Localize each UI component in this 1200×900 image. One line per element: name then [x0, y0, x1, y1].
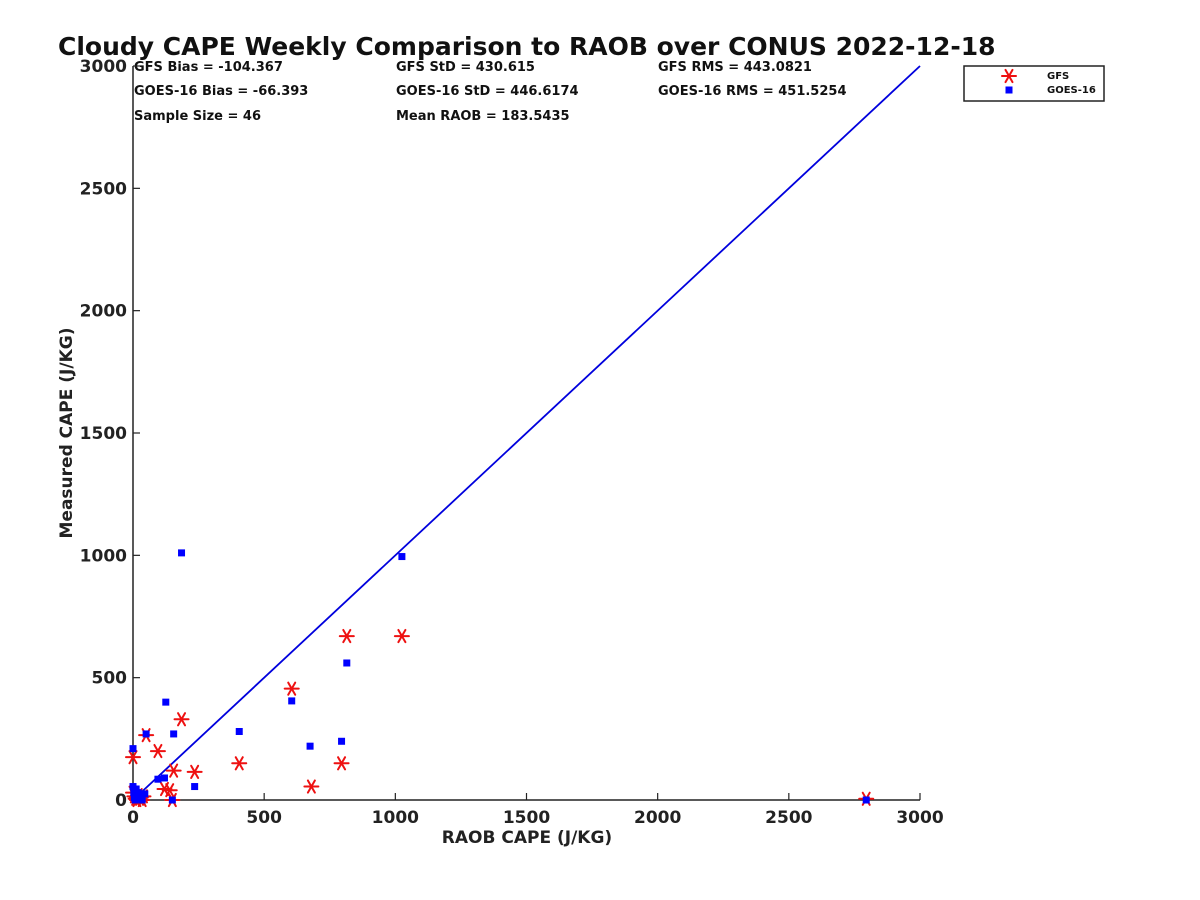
- x-axis-label: RAOB CAPE (J/KG): [442, 828, 612, 848]
- point-gfs: [125, 750, 141, 765]
- one-to-one-reference-line: [132, 65, 921, 801]
- legend: GFS GOES-16: [963, 65, 1105, 102]
- point-goes16: [137, 792, 145, 800]
- stat-text: Mean RAOB = 183.5435: [396, 109, 570, 124]
- legend-label-goes16: GOES-16: [1047, 85, 1096, 96]
- x-tick-label: 500: [246, 808, 282, 828]
- point-gfs: [149, 743, 166, 759]
- point-goes16: [162, 698, 170, 706]
- x-tick-label: 2500: [765, 808, 812, 828]
- point-goes16: [235, 727, 243, 735]
- stat-text: GFS RMS = 443.0821: [658, 60, 812, 75]
- stat-text: GFS StD = 430.615: [396, 60, 535, 75]
- point-goes16: [178, 549, 186, 557]
- legend-asterisk-icon: [1001, 68, 1017, 84]
- point-goes16: [343, 659, 351, 667]
- x-tick-label: 3000: [896, 808, 943, 828]
- point-goes16: [131, 796, 139, 804]
- legend-square-icon: [1005, 86, 1013, 94]
- legend-box: [963, 65, 1105, 102]
- stat-text: GOES-16 Bias = -66.393: [134, 84, 308, 99]
- x-tick-label: 1000: [372, 808, 419, 828]
- point-goes16: [168, 796, 176, 804]
- point-gfs: [393, 628, 410, 644]
- y-tick-label: 2500: [80, 179, 127, 199]
- point-gfs: [303, 779, 320, 794]
- y-axis-label: Measured CAPE (J/KG): [57, 328, 77, 539]
- legend-marker-goes16: [1005, 86, 1013, 94]
- y-tick-label: 1000: [80, 546, 127, 566]
- stat-text: GOES-16 StD = 446.6174: [396, 84, 579, 99]
- stat-text: GOES-16 RMS = 451.5254: [658, 84, 847, 99]
- point-goes16: [138, 796, 146, 804]
- stat-text: Sample Size = 46: [134, 109, 261, 124]
- point-gfs: [333, 756, 350, 771]
- point-goes16: [288, 697, 296, 705]
- point-goes16: [160, 774, 168, 782]
- y-tick-label: 500: [92, 669, 128, 689]
- point-goes16: [306, 742, 314, 750]
- x-axis-ticks: 0 500 1000 1500 2000 2500 3000: [127, 793, 944, 828]
- point-goes16: [862, 796, 870, 804]
- point-goes16: [134, 789, 142, 797]
- point-gfs: [165, 763, 182, 778]
- point-goes16: [154, 775, 162, 783]
- y-axis-ticks: 0 500 1000 1500 2000 2500 3000: [80, 57, 140, 811]
- y-tick-label: 3000: [80, 57, 127, 77]
- point-goes16: [170, 730, 178, 738]
- point-goes16: [129, 745, 137, 753]
- y-tick-label: 2000: [80, 302, 127, 322]
- y-tick-label: 0: [115, 791, 127, 811]
- point-goes16: [338, 737, 346, 745]
- point-gfs: [173, 712, 190, 727]
- point-gfs: [161, 783, 178, 798]
- stats-block: GFS Bias = -104.367 GFS StD = 430.615 GFS …: [134, 60, 847, 124]
- x-tick-label: 2000: [634, 808, 681, 828]
- stat-text: GFS Bias = -104.367: [134, 60, 283, 75]
- y-tick-label: 1500: [80, 424, 127, 444]
- chart-title: Cloudy CAPE Weekly Comparison to RAOB ov…: [58, 32, 996, 61]
- point-goes16: [142, 730, 150, 738]
- point-gfs: [283, 681, 300, 696]
- point-goes16: [141, 790, 149, 798]
- point-goes16: [398, 553, 406, 561]
- x-tick-label: 0: [127, 808, 139, 828]
- point-gfs: [231, 756, 248, 771]
- legend-label-gfs: GFS: [1047, 71, 1069, 82]
- x-tick-label: 1500: [503, 808, 550, 828]
- point-gfs: [186, 764, 203, 779]
- plot-area: 0 500 1000 1500 2000 2500 3000 0 500 1000 1500 200…: [80, 57, 944, 828]
- point-goes16: [191, 783, 199, 791]
- legend-marker-gfs: [1001, 68, 1017, 84]
- point-goes16: [132, 785, 140, 793]
- data-points: [125, 549, 875, 808]
- point-gfs: [338, 628, 355, 644]
